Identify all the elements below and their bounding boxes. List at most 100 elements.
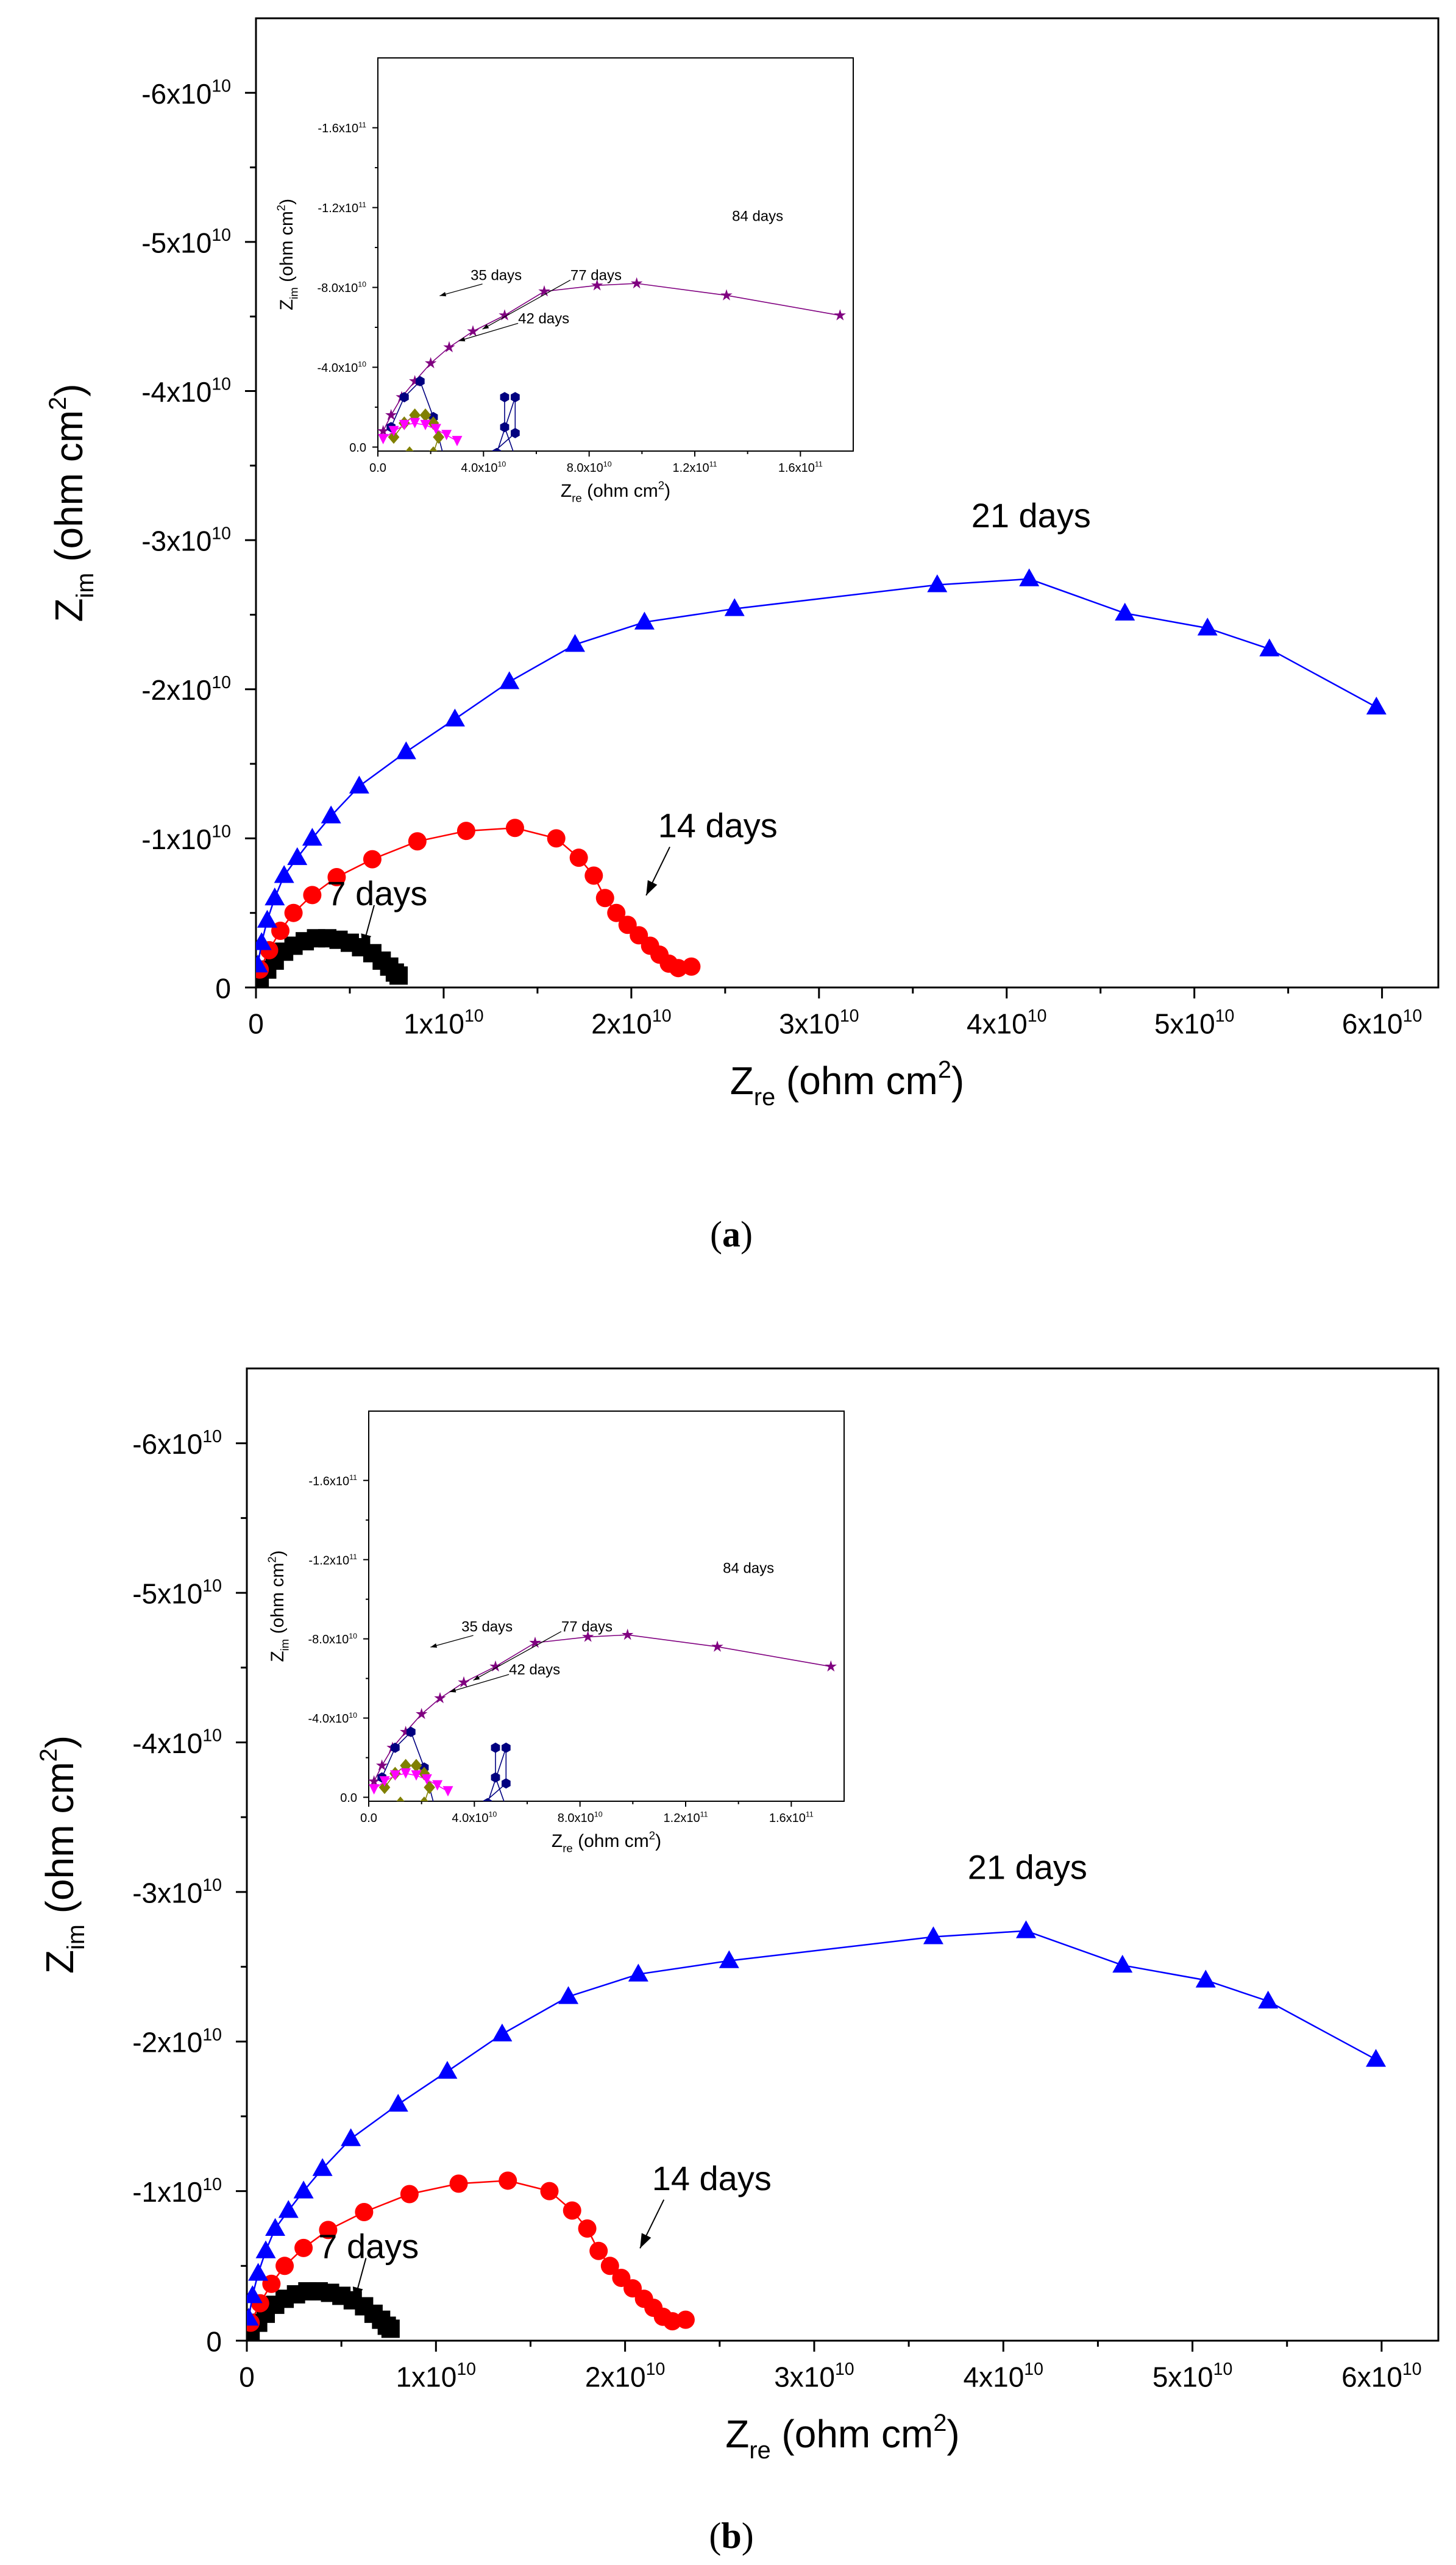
data-point-14-days	[294, 2238, 313, 2257]
y-tick-label: -1x1010	[132, 2175, 222, 2208]
data-point-14-days	[284, 903, 303, 922]
inset-annotation-42-days: 42 days	[518, 310, 569, 327]
x-axis-title: Zre (ohm cm2)	[725, 2410, 959, 2464]
inset-data-point-84-days	[443, 341, 455, 352]
inset-series-area	[369, 1628, 837, 1816]
inset-x-tick-label: 1.6x1011	[778, 460, 823, 475]
inset-data-point-35-days	[502, 1778, 511, 1789]
inset-data-point-35-days	[439, 464, 449, 474]
data-point-21-days	[349, 775, 369, 794]
inset-data-point-35-days	[400, 392, 409, 403]
inset-annotation-arrow	[482, 279, 571, 330]
x-tick-label: 4x1010	[967, 1006, 1046, 1039]
inset-data-point-84-days	[416, 1707, 428, 1720]
inset-data-point-84-days	[834, 309, 846, 321]
x-tick-label: 0	[248, 1008, 264, 1040]
data-point-14-days	[663, 2312, 682, 2331]
y-axis-title: Zim (ohm cm2)	[44, 383, 99, 622]
inset-plot-frame	[368, 1411, 845, 1802]
inset-data-point-77-days	[500, 422, 510, 433]
data-point-14-days	[456, 822, 475, 841]
inset-data-point-28-days	[420, 419, 431, 430]
data-point-21-days	[1195, 1969, 1216, 1988]
inset-data-point-35-days	[407, 1726, 416, 1737]
inset-data-point-77-days	[491, 1772, 500, 1783]
data-point-14-days	[607, 903, 626, 922]
data-point-14-days	[449, 2174, 468, 2193]
data-point-14-days	[578, 2219, 597, 2238]
inset-data-point-84-days	[489, 1660, 502, 1672]
data-point-21-days	[287, 847, 308, 866]
data-point-21-days	[1366, 2049, 1387, 2067]
inset-x-tick-label: 0.0	[369, 461, 386, 475]
inset-x-tick-label: 0.0	[360, 1812, 377, 1825]
y-tick-label: -2x1010	[132, 2025, 222, 2058]
inset-data-point-42-days	[418, 1766, 430, 1781]
data-point-21-days	[302, 828, 322, 846]
inset-data-point-42-days	[433, 430, 445, 444]
inset-data-point-28-days	[411, 1770, 422, 1781]
data-point-21-days	[256, 932, 272, 950]
inset-data-point-28-days	[378, 433, 389, 444]
inset-data-point-84-days	[499, 309, 511, 321]
inset-series-line-35-days	[390, 380, 516, 451]
inset-annotation-arrow	[458, 322, 519, 342]
inset-y-tick-label: -4.0x1010	[317, 360, 366, 375]
data-point-21-days	[265, 2218, 286, 2236]
inset-data-point-28-days	[442, 1786, 453, 1797]
data-point-21-days	[492, 2023, 513, 2041]
panel-label: (a)	[710, 1214, 753, 1254]
data-point-21-days	[247, 2285, 263, 2304]
x-tick-label: 6x1010	[1341, 2360, 1421, 2392]
data-point-21-days	[274, 865, 294, 883]
data-point-7-days	[389, 966, 408, 985]
inset-x-axis-title: Zre (ohm cm2)	[561, 478, 670, 504]
data-point-21-days	[1019, 568, 1040, 586]
inset-data-point-35-days	[511, 392, 520, 403]
inset-data-point-77-days	[491, 1742, 500, 1753]
inset-y-tick-label: -8.0x1010	[317, 280, 366, 295]
data-point-21-days	[341, 2128, 361, 2146]
inset-data-point-28-days	[432, 1780, 443, 1791]
inset-annotation-77-days: 77 days	[561, 1619, 613, 1635]
data-point-14-days	[563, 2201, 581, 2220]
annotation-arrowhead	[361, 933, 372, 949]
inset-data-point-28-days	[421, 1774, 432, 1785]
inset-data-point-84-days	[385, 408, 397, 421]
data-point-14-days	[682, 957, 701, 976]
inset-data-point-42-days	[408, 1802, 419, 1816]
inset-data-point-84-days	[378, 425, 389, 436]
y-tick-label: -6x1010	[141, 76, 231, 109]
inset-annotation-arrowhead	[458, 336, 466, 342]
inset-x-tick-label: 1.2x1011	[673, 460, 717, 475]
inset-data-point-77-days	[502, 1802, 511, 1812]
inset-y-tick-label: -1.6x1011	[308, 1473, 357, 1488]
annotation-arrowhead	[352, 2286, 363, 2302]
data-point-21-days	[437, 2061, 458, 2079]
y-tick-label: 0	[206, 2325, 222, 2357]
data-point-14-days	[327, 867, 346, 886]
panel-label: (b)	[709, 2516, 753, 2556]
y-tick-label: -1x1010	[141, 822, 231, 855]
data-point-21-days	[1258, 1990, 1279, 2008]
inset-data-point-84-days	[458, 1676, 470, 1688]
series-line-14-days	[250, 2180, 686, 2324]
data-point-21-days	[312, 2158, 333, 2176]
y-tick-label: -5x1010	[141, 226, 231, 258]
y-tick-label: -4x1010	[141, 375, 231, 408]
x-tick-label: 5x1010	[1152, 2360, 1232, 2392]
inset-y-tick-label: -1.2x1011	[318, 201, 366, 215]
data-point-21-days	[923, 1926, 943, 1944]
y-tick-label: -6x1010	[132, 1427, 222, 1460]
inset-annotation-arrow	[449, 1674, 510, 1693]
data-point-21-days	[396, 741, 416, 760]
inset-data-point-42-days	[420, 1796, 428, 1801]
annotation-14-days: 14 days	[652, 2159, 772, 2197]
inset-data-point-42-days	[410, 1759, 422, 1773]
inset-data-point-28-days	[410, 418, 421, 429]
series-area	[256, 568, 1387, 987]
inset-x-tick-label: 1.2x1011	[664, 1810, 708, 1825]
inset-data-point-84-days	[369, 1775, 380, 1787]
panel-b: 0 1x1010 2x1010 3x1010 4x1010 5x1010 6x1010 0 -1…	[35, 1367, 1440, 2556]
